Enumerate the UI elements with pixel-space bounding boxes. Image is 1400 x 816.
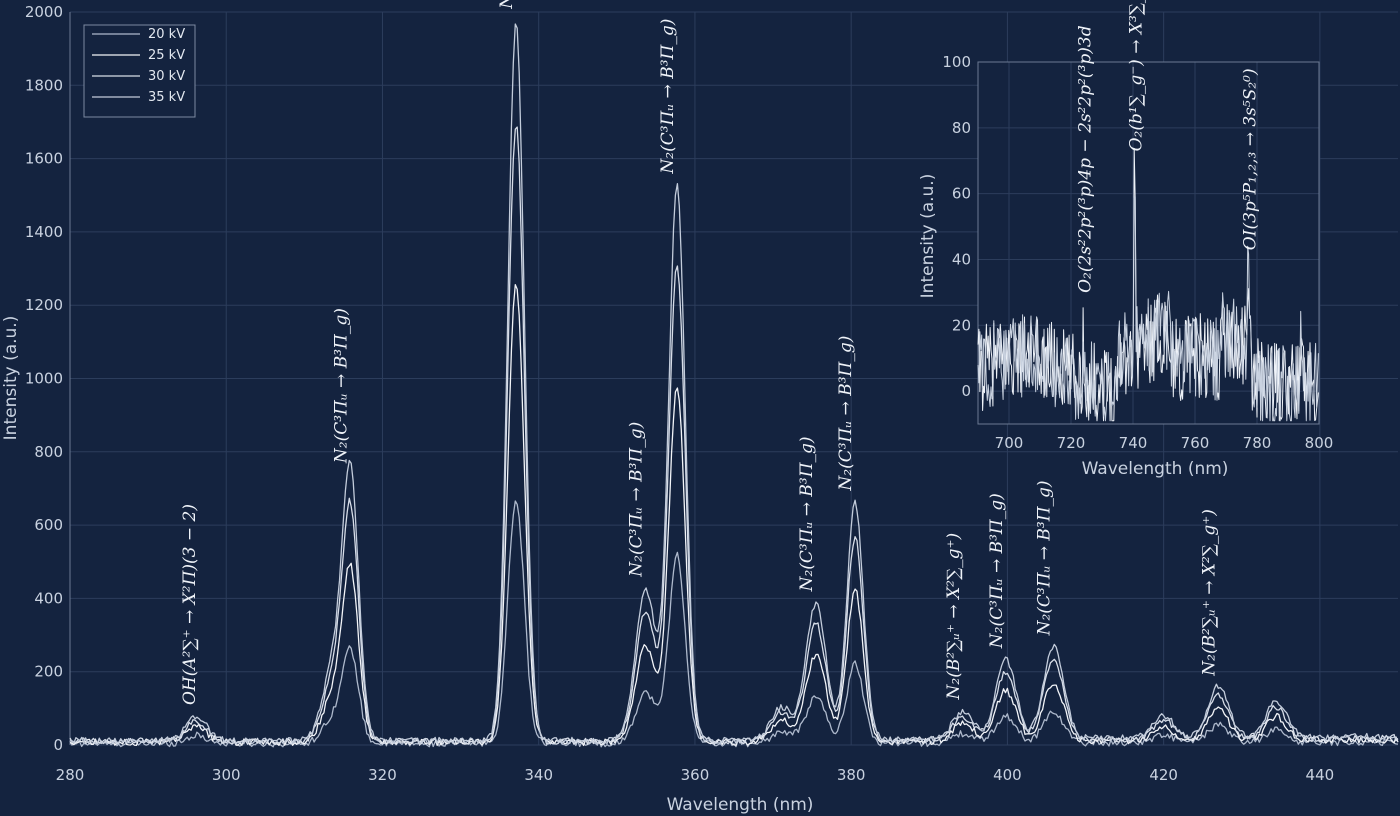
peak-annotation: N₂(C³Πᵤ → B³Π_g) (836, 336, 856, 492)
inset-y-tick-label: 80 (952, 119, 971, 137)
x-tick-label: 400 (993, 766, 1022, 784)
x-tick-label: 440 (1306, 766, 1335, 784)
y-tick-label: 1200 (25, 296, 63, 314)
inset-y-tick-label: 40 (952, 250, 971, 268)
inset-y-tick-label: 0 (961, 382, 971, 400)
legend: 20 kV 25 kV 30 kV 35 kV (83, 24, 196, 118)
x-tick-label: 320 (368, 766, 397, 784)
inset-x-tick-label: 780 (1243, 434, 1272, 452)
peak-annotation: N₂(C³Πᵤ → B³Π_g) (331, 308, 351, 464)
legend-entry: 25 kV (148, 48, 185, 63)
main-y-axis-label: Intensity (a.u.) (1, 316, 21, 441)
y-tick-label: 600 (34, 516, 63, 534)
inset-peak-annotation: O₂(2s²2p²(³p)4p − 2s²2p²(³p)3d (1075, 25, 1095, 293)
main-tick-labels: 280 300 320 340 360 380 400 420 4400200400600800… (25, 3, 1334, 784)
inset-peak-annotation: OI(3p⁵P₁,₂,₃ → 3s⁵S₂⁰) (1240, 68, 1260, 250)
inset-x-tick-label: 760 (1181, 434, 1210, 452)
inset-tick-labels: 700 720 740 760 780 800 0 20 40 60 80 100 (942, 53, 1333, 452)
inset-annotations: O₂(2s²2p²(³p)4p − 2s²2p²(³p)3d O₂(b¹∑_g⁻)… (1075, 0, 1260, 293)
main-x-axis-label: Wavelength (nm) (667, 795, 814, 815)
legend-entry: 35 kV (148, 90, 185, 105)
inset-x-tick-label: 800 (1305, 434, 1334, 452)
peak-annotation: N₂(C³Πᵤ → B³Π_g) (987, 493, 1007, 649)
inset-x-tick-label: 700 (995, 434, 1024, 452)
inset-y-tick-label: 60 (952, 185, 971, 203)
x-tick-label: 380 (837, 766, 866, 784)
inset-peak-annotation: O₂(b¹∑_g⁻) → X³∑_g⁻) (1127, 0, 1147, 151)
inset-series-line (977, 196, 1319, 422)
inset-y-tick-label: 100 (942, 53, 971, 71)
peak-annotation: N₂(C³Πᵤ → B³Π_g) (497, 0, 517, 10)
legend-box (83, 24, 196, 118)
inset-x-tick-label: 720 (1057, 434, 1086, 452)
series-line-35-kv (69, 23, 1399, 745)
peak-annotation: N₂(C³Πᵤ → B³Π_g) (1035, 480, 1055, 636)
y-tick-label: 1400 (25, 223, 63, 241)
inset-y-tick-label: 20 (952, 316, 971, 334)
main-series-group (69, 23, 1399, 748)
x-tick-label: 280 (56, 766, 85, 784)
peak-annotation: N₂(B²∑ᵤ⁺ → X²∑_g⁺) (1199, 509, 1219, 677)
main-annotations: OH(A²∑⁺ → X²Π)(3 − 2) N₂(C³Πᵤ → B³Π_g) N₂(… (180, 0, 1219, 705)
inset-frame (977, 61, 1320, 425)
inset-x-axis-label: Wavelength (nm) (1082, 459, 1229, 479)
peak-annotation: N₂(C³Πᵤ → B³Π_g) (797, 436, 817, 592)
peak-annotation: N₂(C³Πᵤ → B³Π_g) (658, 19, 678, 175)
inset-x-tick-label: 740 (1119, 434, 1148, 452)
x-tick-label: 420 (1149, 766, 1178, 784)
x-tick-label: 300 (212, 766, 241, 784)
y-tick-label: 0 (53, 736, 63, 754)
x-tick-label: 360 (681, 766, 710, 784)
y-tick-label: 200 (34, 663, 63, 681)
legend-entry: 30 kV (148, 69, 185, 84)
peak-annotation: N₂(B²∑ᵤ⁺ → X²∑_g⁺) (944, 533, 964, 701)
y-tick-label: 400 (34, 589, 63, 607)
inset-y-axis-label: Intensity (a.u.) (918, 174, 938, 299)
y-tick-label: 1000 (25, 370, 63, 388)
peak-annotation: N₂(C³Πᵤ → B³Π_g) (627, 422, 647, 578)
inset-chart: 700 720 740 760 780 800 0 20 40 60 80 100 O₂(2s²2p²… (918, 0, 1333, 479)
y-tick-label: 1800 (25, 76, 63, 94)
y-tick-label: 800 (34, 443, 63, 461)
inset-series (977, 148, 1319, 422)
y-tick-label: 1600 (25, 150, 63, 168)
peak-annotation: OH(A²∑⁺ → X²Π)(3 − 2) (180, 504, 200, 705)
x-tick-label: 340 (524, 766, 553, 784)
legend-entry: 20 kV (148, 27, 185, 42)
y-tick-label: 2000 (25, 3, 63, 21)
